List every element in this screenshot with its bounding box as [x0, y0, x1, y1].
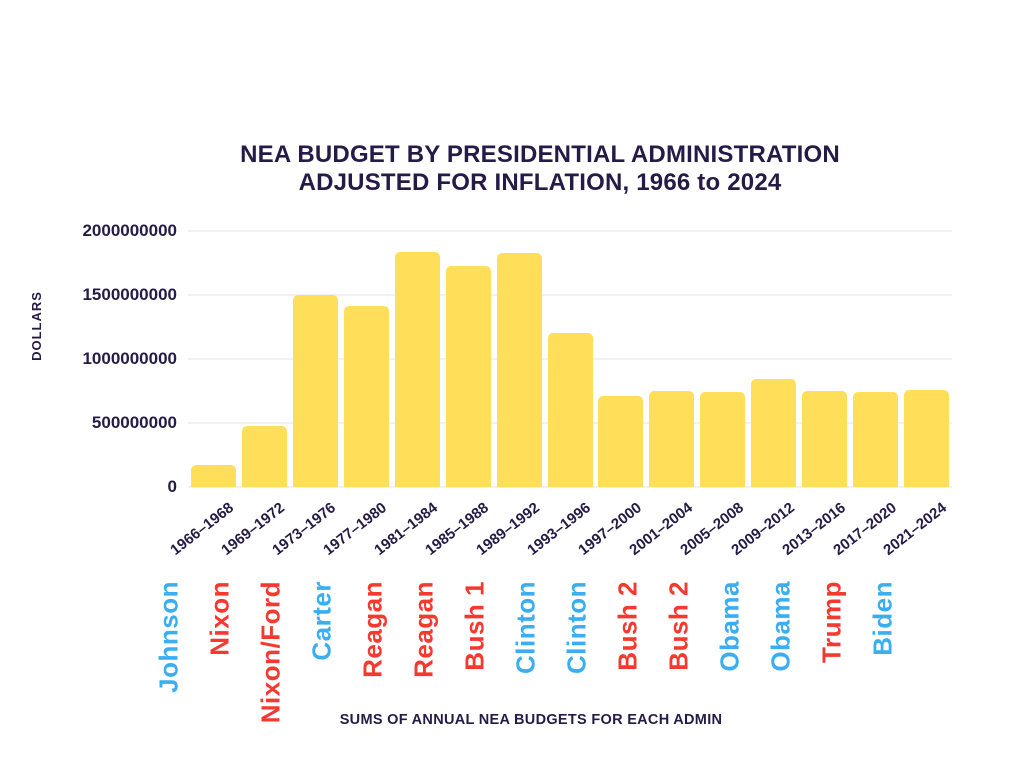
- plot-area: 1966–1968 1969–1972 1973–1976 1977–1980 1981…: [168, 230, 952, 559]
- president-label: Clinton: [510, 581, 541, 675]
- y-tick-label: 500000000: [91, 413, 177, 432]
- president-label: Bush 2: [612, 581, 643, 671]
- president-label: Obama: [765, 581, 796, 672]
- president-label: Johnson: [153, 581, 184, 693]
- chart-caption: SUMS OF ANNUAL NEA BUDGETS FOR EACH ADMI…: [339, 712, 723, 728]
- y-tick-label: 1000000000: [82, 349, 177, 368]
- president-label: Reagan: [357, 581, 388, 678]
- bar: [496, 253, 542, 487]
- y-tick-label: 0: [167, 477, 177, 496]
- bar: [751, 378, 797, 487]
- chart-title-line-2: ADJUSTED FOR INFLATION, 1966 to 2024: [298, 169, 782, 196]
- president-label: Clinton: [561, 581, 592, 675]
- bar-series: [188, 231, 952, 487]
- grid-line: [188, 294, 952, 296]
- bar: [649, 391, 695, 487]
- bar: [904, 389, 950, 487]
- bar: [547, 333, 593, 487]
- grid-line: [188, 230, 952, 232]
- bar: [853, 391, 899, 487]
- y-tick-label: 2000000000: [82, 221, 177, 240]
- president-label: Nixon/Ford: [255, 581, 286, 724]
- bar: [445, 265, 491, 487]
- chart-title: NEA BUDGET BY PRESIDENTIAL ADMINISTRATIO…: [56, 141, 1024, 197]
- bar: [190, 465, 236, 487]
- y-tick-label: 1500000000: [82, 285, 177, 304]
- bar: [292, 295, 338, 487]
- president-label: Reagan: [408, 581, 439, 678]
- president-label: Carter: [306, 581, 337, 661]
- bar: [241, 425, 287, 487]
- president-label: Trump: [816, 581, 847, 663]
- bar: [394, 252, 440, 487]
- president-label: Nixon: [204, 581, 235, 656]
- president-label: Biden: [867, 581, 898, 656]
- bar: [343, 305, 389, 487]
- president-label: Obama: [714, 581, 745, 672]
- bar: [598, 396, 644, 487]
- bar: [700, 391, 746, 487]
- bar: [802, 391, 848, 487]
- president-label: Bush 1: [459, 581, 490, 671]
- y-axis-tick-labels: 0 500000000 1000000000 1500000000 2000000000: [0, 221, 177, 496]
- president-label: Bush 2: [663, 581, 694, 671]
- grid-line: [188, 486, 952, 488]
- chart-title-line-1: NEA BUDGET BY PRESIDENTIAL ADMINISTRATIO…: [240, 141, 840, 168]
- x-axis-tick-labels: 1966–1968 1969–1972 1973–1976 1977–1980 1981…: [168, 231, 952, 559]
